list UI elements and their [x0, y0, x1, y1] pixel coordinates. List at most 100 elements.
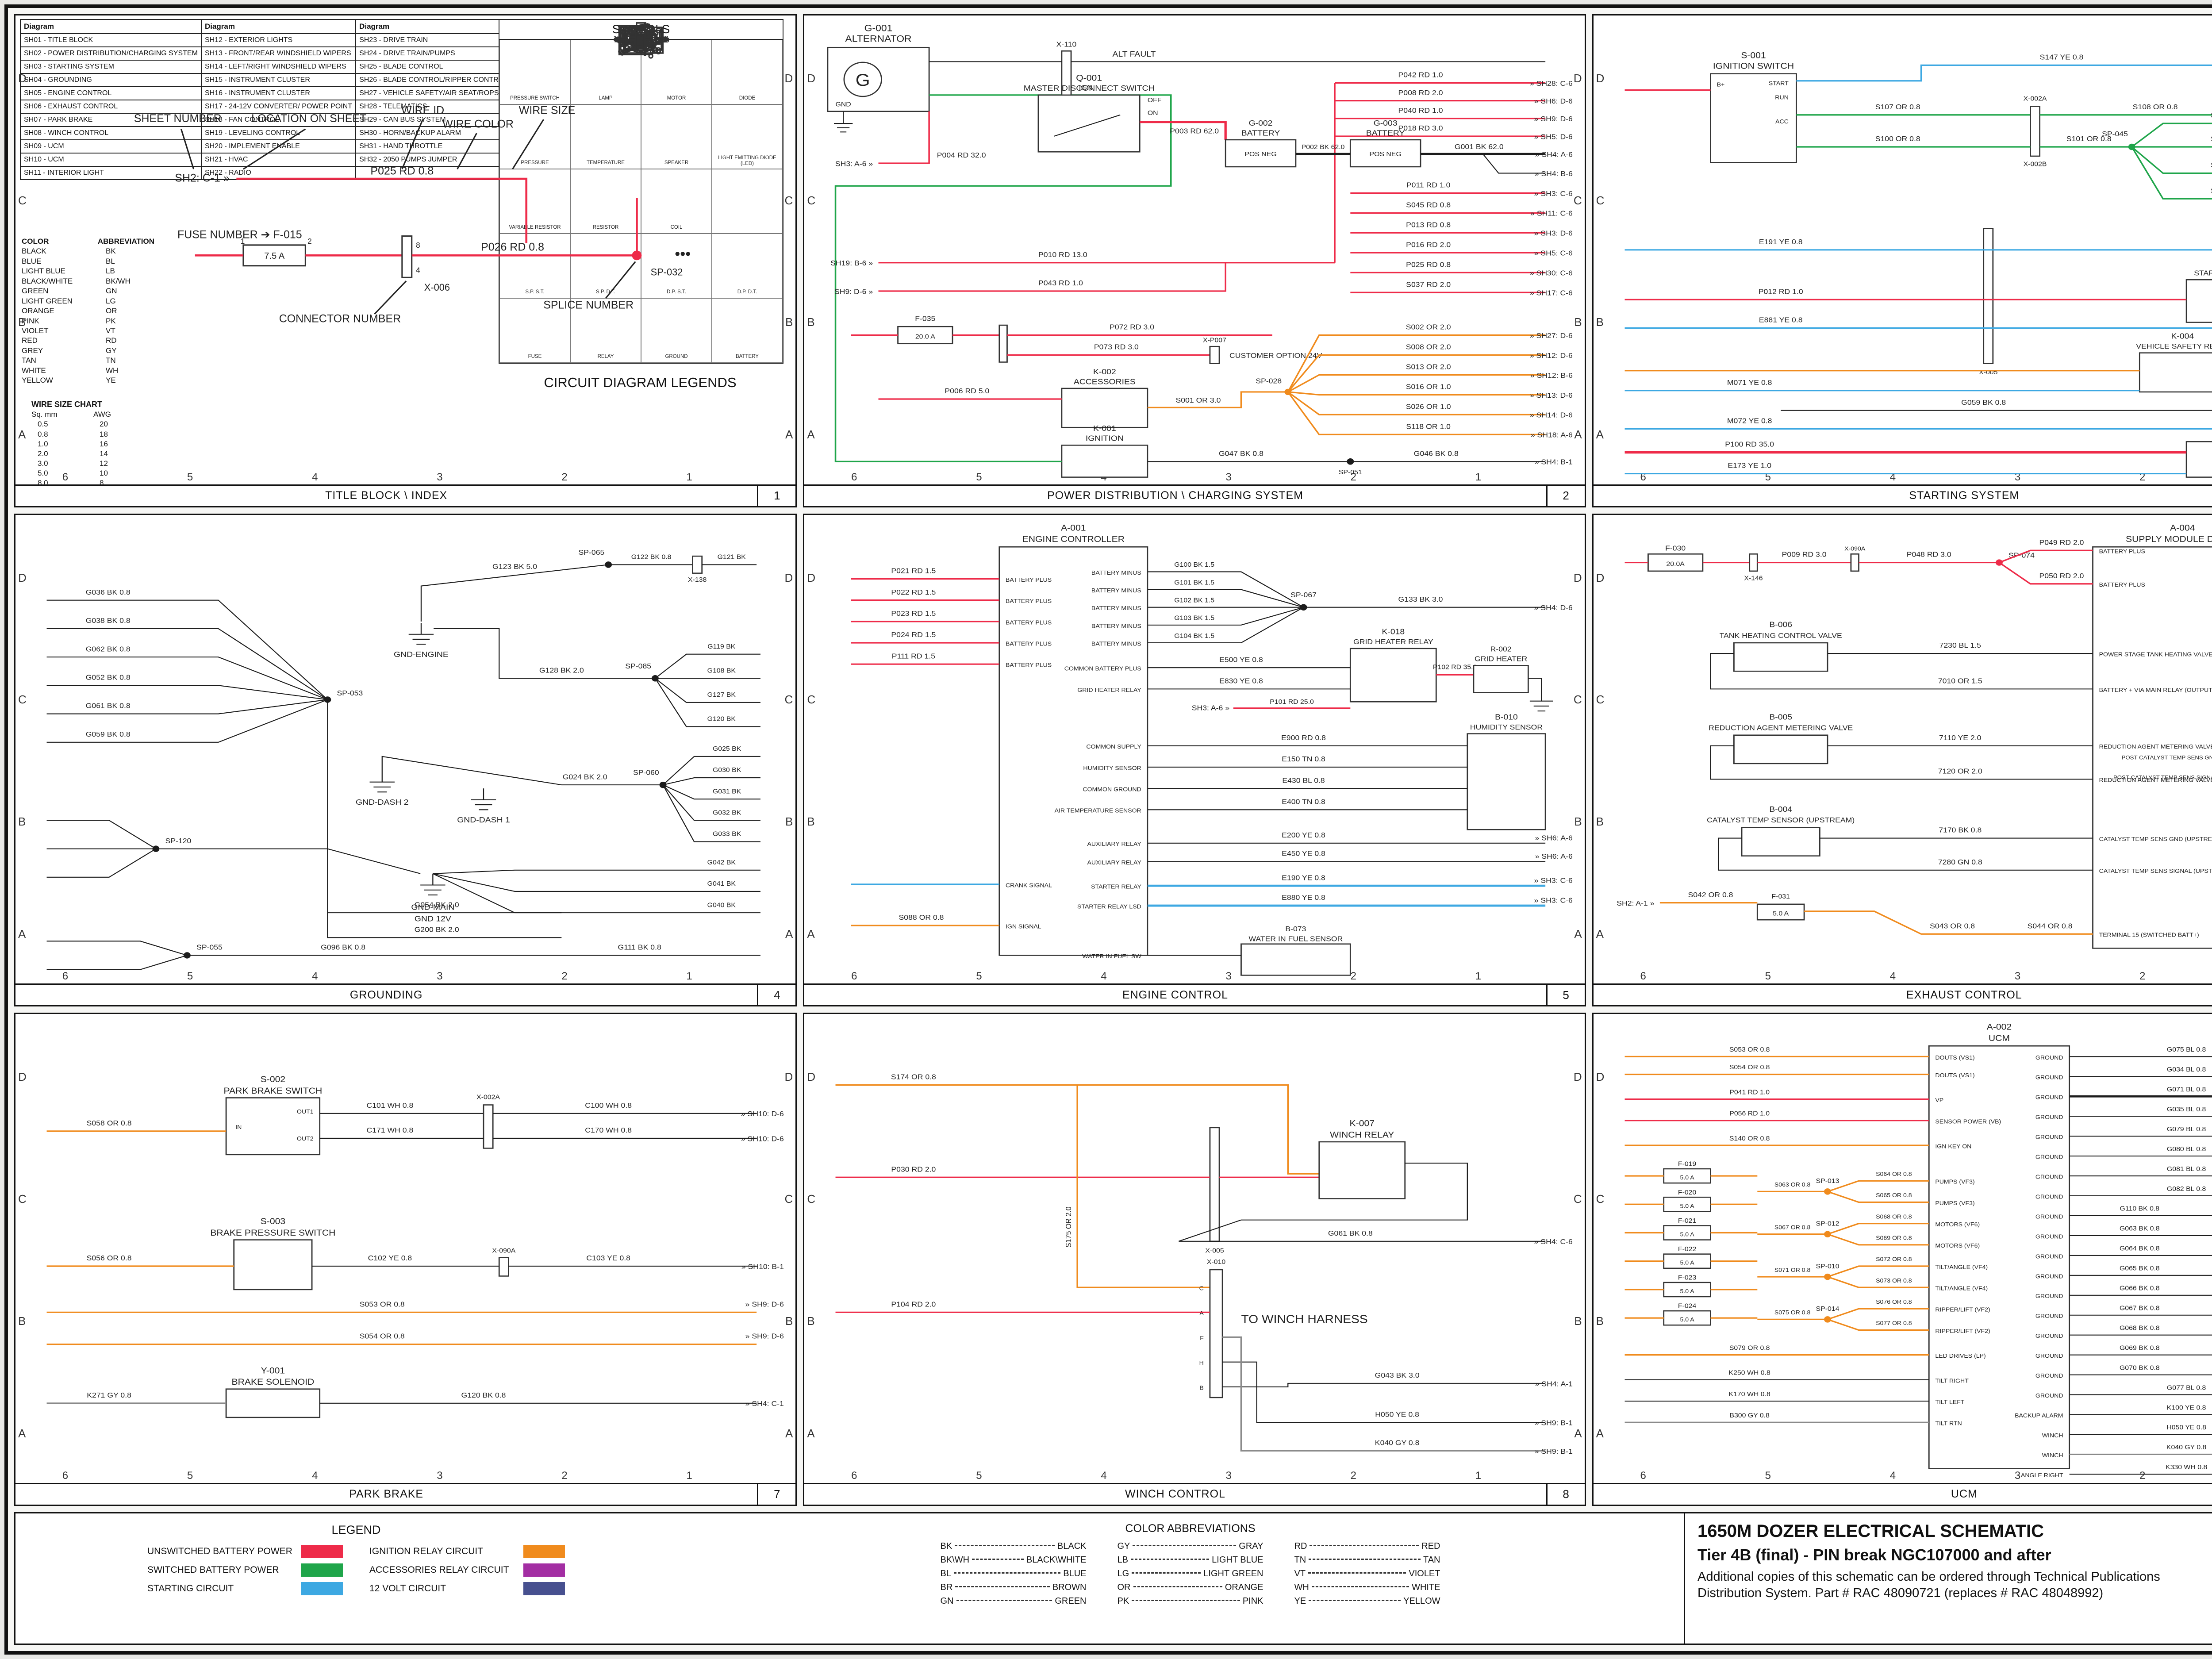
schematic-label: B-010: [1495, 712, 1518, 721]
schematic-label: DOUTS (VS1): [1935, 1072, 1974, 1079]
schematic-drawing: G036 BK 0.8 G038 BK 0.8 G062 BK 0.8 G052 BK…: [46, 548, 760, 970]
row-letter: A: [807, 428, 815, 442]
schematic-label: GND 12V: [415, 914, 452, 923]
schematic-label: SH19: B-6 »: [830, 259, 873, 267]
schematic-label: 5.0 A: [1680, 1175, 1694, 1181]
component-box: [1982, 228, 1993, 364]
color-chart-row: GREEN GN: [22, 287, 117, 296]
schematic-label: P024 RD 1.5: [891, 631, 936, 639]
schematic-label: G032 BK: [713, 809, 741, 816]
schematic-label: GRID HEATER RELAY: [1353, 638, 1433, 646]
schematic-label: ALTERNATOR: [845, 33, 912, 44]
row-letter: A: [1596, 927, 1604, 941]
schematic-label: COMMON SUPPLY: [1087, 743, 1141, 749]
schematic-label: BATTERY PLUS: [2099, 548, 2145, 554]
schematic-label: SH3: A-6 »: [835, 160, 873, 168]
schematic-label: P002 BK 62.0: [1302, 143, 1345, 150]
schematic-label: S069 OR 0.8: [1876, 1235, 1912, 1241]
schematic-label: S054 OR 0.8: [1729, 1064, 1770, 1071]
schematic-label: G200 BK 2.0: [415, 926, 459, 933]
schematic-label: G119 BK: [707, 643, 735, 650]
index-row: SH01 - TITLE BLOCK SH12 - EXTERIOR LIGHTS…: [20, 33, 523, 47]
column-number: 2: [1350, 970, 1357, 983]
row-letter: A: [785, 1426, 793, 1440]
row-letter: B: [785, 814, 793, 828]
row-letter: A: [1596, 428, 1604, 442]
schematic-label: P040 RD 1.0: [1398, 107, 1443, 115]
index-cell: SH12 - EXTERIOR LIGHTS: [200, 33, 357, 47]
symbol-label: VARIABLE RESISTOR: [509, 225, 561, 230]
row-letter: C: [807, 693, 816, 707]
schematic-label: S068 OR 0.8: [1876, 1214, 1912, 1220]
component-box: [498, 1257, 509, 1277]
panel-park-brake: D D C C B B A A 6 5 4 3 2 1 S-002 PARK BRAKE SWITCH IN OU…: [14, 1013, 797, 1506]
schematic-label: G034 BL 0.8: [2167, 1066, 2206, 1073]
wire: [1287, 391, 1546, 415]
schematic-label: P021 RD 1.5: [891, 567, 936, 575]
schematic-label: G038 BK 0.8: [86, 616, 131, 624]
symbol-label: LAMP: [599, 96, 613, 101]
schematic-label: » SH5: D-6: [1534, 133, 1573, 141]
schematic-label: 5.0 A: [1773, 910, 1789, 917]
abbreviation-entry: PK PINK: [1117, 1596, 1263, 1606]
schematic-label: S100 OR 0.8: [1875, 135, 1920, 143]
schematic-label: STARTER RELAY: [1091, 883, 1141, 890]
panel-title-label: WINCH CONTROL: [1125, 1488, 1225, 1501]
schematic-label: GROUND: [2035, 1353, 2063, 1359]
wire-size-chart-header: Sq. mm AWG: [31, 410, 111, 419]
schematic-label: X-010: [1207, 1259, 1225, 1266]
schematic-label: G101 BK 1.5: [1175, 579, 1215, 586]
wire: [2069, 1334, 2212, 1336]
schematic-label: A-004: [2170, 523, 2195, 533]
component-box: [1350, 648, 1437, 703]
schematic-label: ALT FAULT: [1113, 50, 1156, 58]
symbols-legend: SYMBOLS ABINOUTPRESSURE SWITCHLAMPMMOTOR…: [499, 19, 783, 364]
schematic-label: S104 OR 0.8: [2211, 161, 2212, 169]
schematic-label: TILT RTN: [1935, 1421, 1962, 1427]
schematic-label: » SH27: D-6: [1530, 332, 1573, 340]
schematic-label: P101 RD 25.0: [1270, 698, 1314, 705]
schematic-label: GROUND: [2035, 1393, 2063, 1399]
schematic-label: M071 YE 0.8: [1727, 379, 1772, 387]
schematic-label: OUT1: [297, 1109, 314, 1115]
symbol-label: RELAY: [597, 354, 614, 359]
schematic-label: GROUND: [2035, 1373, 2063, 1379]
row-letter: B: [1596, 1314, 1604, 1328]
row-letter: A: [1596, 1426, 1604, 1440]
wire-size-row: 8.0 8: [38, 479, 104, 484]
schematic-label: X-002B: [2023, 161, 2047, 168]
svg-text:2: 2: [307, 237, 312, 246]
schematic-label: G030 BK: [713, 766, 741, 773]
legend-color-swatch: [523, 1544, 565, 1558]
schematic-label: SP-074: [2008, 551, 2035, 559]
schematic-label: G-002: [1249, 119, 1273, 127]
schematic-label: G080 BL 0.8: [2167, 1146, 2206, 1153]
splice-dot: [1824, 1274, 1831, 1280]
component-box: [1733, 734, 1828, 764]
schematic-label: G120 BK: [707, 715, 736, 722]
schematic-label: S045 RD 0.8: [1406, 201, 1451, 209]
wire: [1827, 1191, 1929, 1203]
schematic-label: X-090A: [492, 1247, 516, 1254]
schematic-label: A-002: [1986, 1022, 2011, 1032]
schematic-label: S058 OR 0.8: [87, 1119, 132, 1127]
schematic-label: E200 YE 0.8: [1282, 831, 1326, 839]
schematic-label: G102 BK 1.5: [1175, 597, 1215, 604]
legend-item-label: IGNITION RELAY CIRCUIT: [369, 1546, 484, 1556]
schematic-label: S001 OR 3.0: [1176, 396, 1221, 404]
wire: [46, 820, 157, 849]
ordering-info-line2: Distribution System. Part # RAC 48090721…: [1697, 1586, 2104, 1600]
abbreviation-entry: GN GREEN: [940, 1596, 1087, 1606]
wire-id-label: WIRE ID: [401, 104, 444, 116]
color-chart-row: ORANGE OR: [22, 307, 117, 315]
row-letter: A: [785, 428, 793, 442]
symbol-label: LIGHT EMITTING DIODE (LED): [718, 155, 776, 166]
schematic-label: SH3: A-6 »: [1192, 704, 1229, 712]
color-abbreviation-chart: COLOR ABBREVIATION BLACK BK BLUE BL LIGHT BLUE…: [22, 237, 154, 386]
wire: [1827, 1180, 1929, 1193]
schematic-label: GROUND: [2035, 1214, 2063, 1220]
schematic-label: P023 RD 1.5: [891, 609, 936, 617]
schematic-label: BRAKE SOLENOID: [231, 1378, 314, 1387]
